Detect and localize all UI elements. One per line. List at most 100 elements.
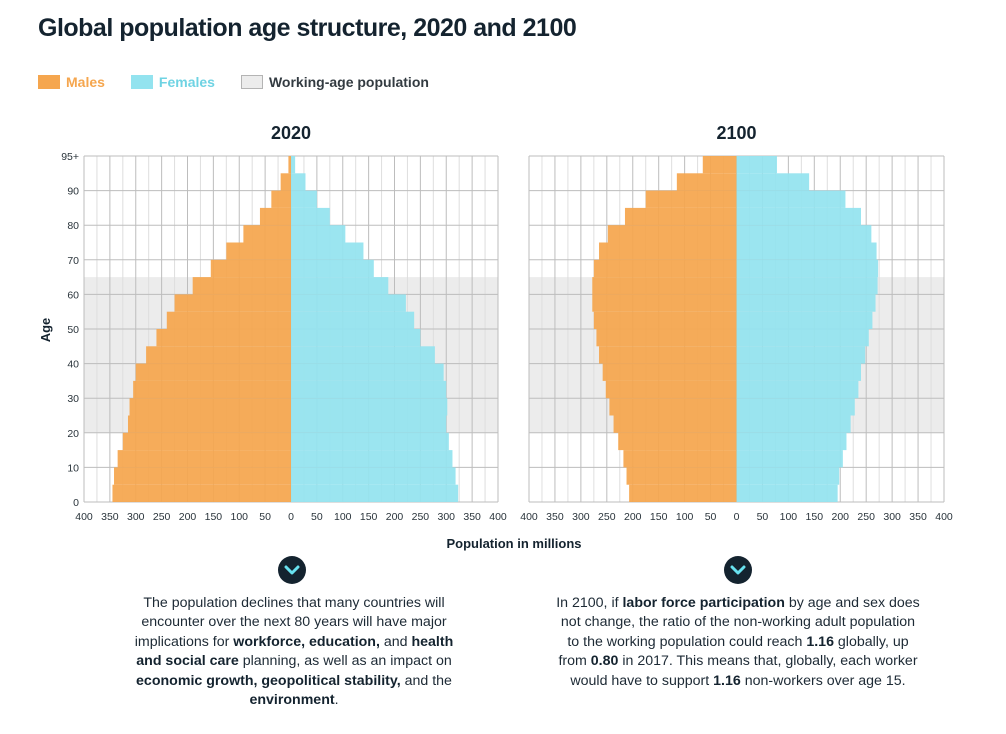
bar-male [174,294,291,312]
x-tick-label: 150 [360,511,378,523]
bar-female [736,156,777,174]
bar-male [599,346,737,364]
bar-female [736,329,869,347]
x-tick-label: 350 [546,511,564,523]
bar-female [291,329,421,347]
y-tick-label: 60 [67,289,79,301]
bar-male [135,363,291,381]
x-tick-label: 300 [127,511,145,523]
legend-item-working-age: Working-age population [240,74,429,90]
x-tick-label: 200 [179,511,197,523]
note-run: 0.80 [590,653,619,670]
bar-male [133,380,291,399]
bar-male [613,415,737,433]
bar-male [259,207,291,226]
bar-female [736,225,872,243]
x-tick-label: 350 [463,511,481,523]
note-run: globally, up from [558,633,909,670]
bar-male [117,450,291,468]
x-tick-label: 200 [386,511,404,523]
bar-male [146,346,291,364]
bar-female [736,346,866,364]
bar-female [736,432,847,451]
x-axis-label: Population in millions [446,536,581,551]
note-run: 1.16 [806,633,834,650]
y-tick-label: 50 [67,324,79,336]
page-title: Global population age structure, 2020 an… [38,14,577,42]
bar-male [629,484,737,502]
legend-swatch-males [38,75,60,89]
bar-male [112,484,292,502]
bar-female [291,415,447,433]
y-tick-label: 0 [73,497,79,509]
x-tick-label: 0 [288,511,294,523]
bar-female [736,259,879,278]
x-tick-label: 100 [676,511,694,523]
note-run: non-workers over age 15. [740,672,906,689]
bar-male [280,173,291,191]
bar-female [291,432,449,451]
panel-title: 2100 [716,123,756,143]
bar-female [736,190,846,208]
x-tick-label: 400 [489,511,507,523]
legend-item-females: Females [130,74,215,90]
bar-female [736,173,810,191]
bar-female [736,484,838,502]
note-run: labor force participation [622,595,785,611]
x-tick-label: 100 [334,511,352,523]
bar-male [129,398,291,416]
x-tick-label: 100 [230,511,248,523]
bar-female [736,363,861,381]
bar-female [736,294,876,312]
bar-female [291,363,444,381]
x-tick-label: 0 [734,511,740,523]
x-tick-label: 150 [650,511,668,523]
x-tick-label: 400 [935,511,953,523]
x-tick-label: 50 [705,511,717,523]
bar-female [736,415,851,433]
bar-male [618,432,737,451]
bar-male [607,225,737,243]
bar-female [291,346,435,364]
y-axis-label: Age [38,318,53,343]
note-run: in 2017. This means that, globally, each… [570,653,918,689]
bar-female [291,225,346,243]
bar-male [288,156,291,174]
x-tick-label: 250 [857,511,875,523]
x-tick-label: 400 [520,511,538,523]
x-tick-label: 150 [806,511,824,523]
bar-male [156,329,291,347]
bar-male [114,467,291,485]
bar-male [602,363,737,381]
legend-swatch-working-age [240,75,263,89]
bar-female [291,173,306,191]
pyramid-panel-2020: 400 350 300 250 200 150 100 50 0 50 100 150 200 250 30… [61,123,507,523]
bar-female [736,277,878,295]
bar-female [736,311,873,329]
bar-male [593,311,737,329]
bar-male [243,225,291,243]
chevron-down-icon[interactable] [278,556,306,584]
note-right: In 2100, if labor force participation by… [556,594,920,691]
bar-female [736,398,855,416]
legend: Males Females Working-age population [38,72,455,92]
bar-male [226,242,291,260]
x-tick-label: 200 [831,511,849,523]
legend-label-females: Females [158,74,215,90]
y-tick-label: 30 [67,393,79,405]
bar-male [609,398,737,416]
bar-male [596,329,737,347]
bar-male [624,207,737,226]
bar-male [593,259,737,278]
note-run: 1.16 [713,672,741,689]
x-tick-label: 300 [883,511,901,523]
chevron-down-icon[interactable] [724,556,752,584]
note-run: and the [400,672,452,689]
bar-female [291,450,453,468]
bar-male [210,259,291,278]
bar-female [291,398,448,416]
note-run: environment [249,692,335,709]
bar-male [166,311,291,329]
x-tick-label: 50 [259,511,271,523]
